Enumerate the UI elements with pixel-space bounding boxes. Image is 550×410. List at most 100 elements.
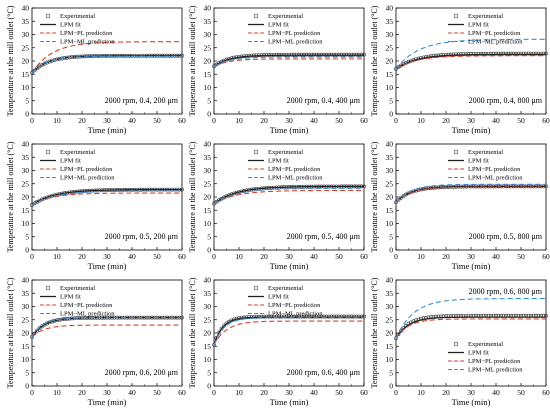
experimental-point bbox=[446, 52, 451, 57]
legend-label: LPM−ML prediction bbox=[60, 39, 115, 46]
series-line bbox=[213, 317, 364, 346]
y-tick-label: 30 bbox=[386, 166, 394, 175]
legend-label: LPM fit bbox=[60, 294, 81, 301]
x-tick-label: 40 bbox=[492, 252, 500, 261]
condition-label: 2000 rpm, 0.5, 800 μm bbox=[469, 232, 543, 241]
y-tick-label: 10 bbox=[22, 219, 30, 228]
series-line bbox=[31, 324, 182, 338]
x-tick-label: 40 bbox=[310, 252, 318, 261]
legend-label: LPM−PL prediction bbox=[60, 302, 113, 309]
x-tick-label: 50 bbox=[517, 116, 525, 125]
x-tick-label: 10 bbox=[417, 116, 425, 125]
x-tick-label: 20 bbox=[442, 388, 450, 397]
series-line bbox=[395, 298, 546, 339]
y-tick-label: 20 bbox=[386, 193, 394, 202]
x-tick-label: 20 bbox=[260, 388, 268, 397]
y-tick-label: 30 bbox=[386, 302, 394, 311]
x-tick-label: 0 bbox=[394, 388, 398, 397]
series-line bbox=[213, 54, 364, 67]
legend-label: LPM−PL prediction bbox=[268, 30, 321, 37]
y-tick-label: 5 bbox=[25, 96, 29, 105]
series-line bbox=[31, 41, 182, 74]
legend-label: LPM fit bbox=[268, 294, 289, 301]
x-tick-label: 60 bbox=[360, 116, 368, 125]
y-tick-label: 30 bbox=[22, 302, 30, 311]
x-tick-label: 20 bbox=[442, 116, 450, 125]
legend-marker bbox=[453, 149, 459, 155]
y-tick-label: 40 bbox=[204, 140, 212, 149]
legend-label: LPM−PL prediction bbox=[468, 166, 521, 173]
x-axis-title: Time (min) bbox=[270, 261, 309, 271]
series-line bbox=[395, 186, 546, 203]
experimental-point bbox=[541, 51, 546, 56]
y-tick-label: 0 bbox=[207, 382, 211, 391]
y-tick-label: 35 bbox=[386, 153, 394, 162]
experimental-point bbox=[35, 66, 39, 71]
y-axis-title: Temperature at the mill outlet (°C) bbox=[188, 141, 197, 252]
x-tick-label: 40 bbox=[128, 116, 136, 125]
x-tick-label: 20 bbox=[442, 252, 450, 261]
condition-label: 2000 rpm, 0.5, 400 μm bbox=[287, 232, 361, 241]
legend-label: LPM−ML prediction bbox=[268, 39, 323, 46]
x-tick-label: 40 bbox=[310, 116, 318, 125]
legend-label: LPM−ML prediction bbox=[468, 39, 523, 46]
x-tick-label: 10 bbox=[235, 388, 243, 397]
x-tick-label: 50 bbox=[153, 252, 161, 261]
condition-label: 2000 rpm, 0.4, 800 μm bbox=[469, 96, 543, 105]
y-tick-label: 20 bbox=[204, 57, 212, 66]
x-tick-label: 60 bbox=[542, 252, 550, 261]
x-tick-label: 20 bbox=[78, 388, 86, 397]
y-tick-label: 15 bbox=[22, 342, 30, 351]
y-tick-label: 0 bbox=[207, 110, 211, 119]
series-line bbox=[395, 316, 546, 339]
legend-label: LPM fit bbox=[468, 158, 489, 165]
y-tick-label: 0 bbox=[389, 382, 393, 391]
y-tick-label: 35 bbox=[386, 289, 394, 298]
y-tick-label: 20 bbox=[386, 57, 394, 66]
y-tick-label: 5 bbox=[389, 96, 393, 105]
y-tick-label: 5 bbox=[207, 368, 211, 377]
y-tick-label: 35 bbox=[204, 17, 212, 26]
condition-label: 2000 rpm, 0.4, 200 μm bbox=[105, 96, 179, 105]
y-tick-label: 40 bbox=[22, 4, 30, 13]
series-line bbox=[31, 190, 182, 206]
legend-label: Experimental bbox=[268, 149, 303, 156]
y-tick-label: 10 bbox=[204, 83, 212, 92]
x-tick-label: 50 bbox=[335, 252, 343, 261]
x-axis-title: Time (min) bbox=[88, 261, 127, 271]
legend-label: Experimental bbox=[60, 149, 95, 156]
x-tick-label: 40 bbox=[492, 388, 500, 397]
y-tick-label: 40 bbox=[22, 140, 30, 149]
experimental-point bbox=[534, 51, 538, 56]
x-tick-label: 30 bbox=[103, 252, 111, 261]
x-tick-label: 0 bbox=[212, 116, 216, 125]
experimental-point bbox=[479, 51, 483, 56]
y-axis-title: Temperature at the mill outlet (°C) bbox=[6, 5, 15, 116]
x-axis-title: Time (min) bbox=[452, 261, 491, 271]
y-tick-label: 10 bbox=[22, 355, 30, 364]
x-tick-label: 40 bbox=[128, 252, 136, 261]
series-line bbox=[31, 188, 182, 206]
series-line bbox=[31, 55, 182, 74]
y-tick-label: 0 bbox=[389, 110, 393, 119]
x-tick-label: 20 bbox=[78, 116, 86, 125]
y-tick-label: 5 bbox=[207, 232, 211, 241]
x-tick-label: 10 bbox=[53, 388, 61, 397]
x-tick-label: 30 bbox=[285, 388, 293, 397]
y-axis-title: Temperature at the mill outlet (°C) bbox=[370, 5, 379, 116]
condition-label: 2000 rpm, 0.4, 400 μm bbox=[287, 96, 361, 105]
x-tick-label: 20 bbox=[260, 252, 268, 261]
legend-label: LPM fit bbox=[268, 22, 289, 29]
series-line bbox=[213, 58, 364, 67]
legend-label: LPM−PL prediction bbox=[268, 166, 321, 173]
legend-label: LPM−ML prediction bbox=[268, 311, 323, 318]
y-axis-title: Temperature at the mill outlet (°C) bbox=[6, 277, 15, 388]
y-tick-label: 30 bbox=[204, 302, 212, 311]
x-tick-label: 30 bbox=[103, 116, 111, 125]
